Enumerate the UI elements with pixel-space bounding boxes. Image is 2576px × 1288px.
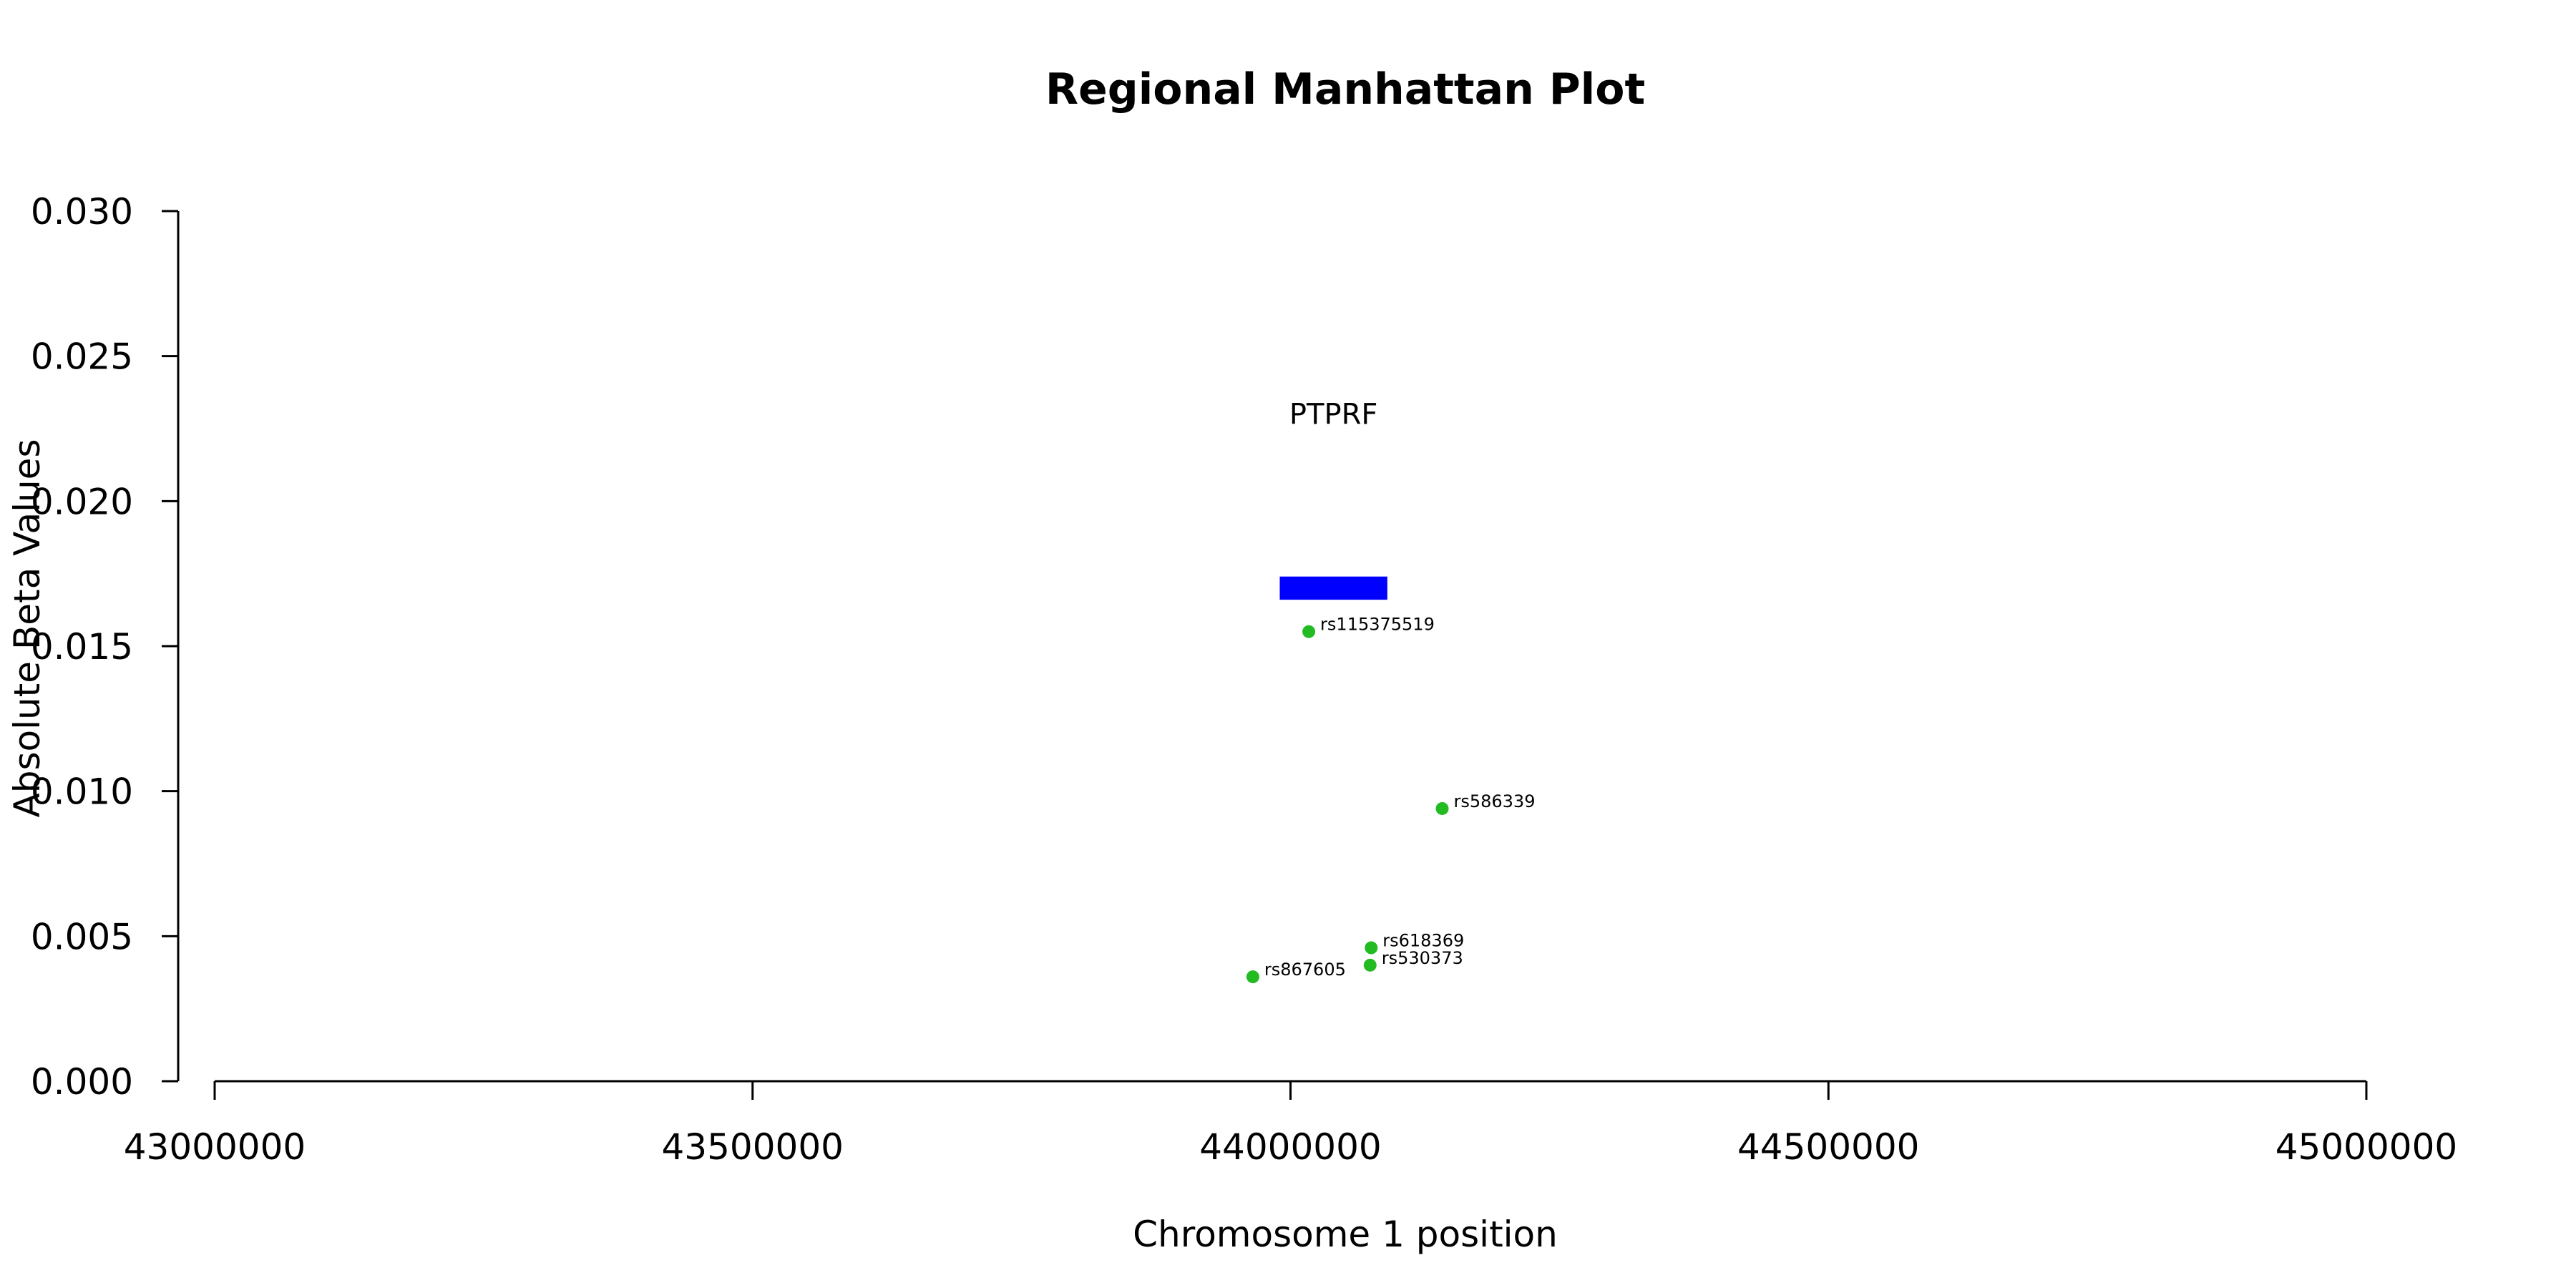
x-axis-title: Chromosome 1 position: [1133, 1214, 1558, 1255]
y-tick-label: 0.000: [31, 1061, 133, 1103]
x-tick-label: 45000000: [2275, 1126, 2458, 1168]
x-axis-ticks: 43000000 43500000 44000000 44500000 45000000: [124, 1081, 2458, 1168]
snp-label: rs618369: [1382, 931, 1464, 951]
snp-label: rs586339: [1453, 791, 1535, 811]
snp-point: [1363, 958, 1377, 972]
x-tick-label: 43000000: [124, 1126, 306, 1168]
y-tick-label: 0.005: [31, 916, 133, 957]
snp-point: [1435, 801, 1449, 815]
y-axis-title: Absolute Beta Values: [6, 439, 48, 818]
y-tick-label: 0.030: [31, 191, 133, 233]
snp-label: rs867605: [1264, 960, 1346, 980]
gene-track: PTPRF: [1279, 399, 1387, 600]
snp-point: [1365, 941, 1378, 955]
snp-point: [1302, 625, 1316, 638]
x-tick-label: 44500000: [1737, 1126, 1920, 1168]
gene-label: PTPRF: [1289, 399, 1377, 431]
y-tick-label: 0.015: [31, 626, 133, 668]
y-tick-label: 0.020: [31, 481, 133, 522]
gene-bar: [1279, 576, 1387, 600]
x-tick-label: 44000000: [1199, 1126, 1382, 1168]
snp-label: rs530373: [1382, 948, 1463, 968]
snp-label: rs115375519: [1320, 615, 1435, 635]
y-tick-label: 0.010: [31, 771, 133, 813]
snp-point: [1246, 970, 1259, 984]
chart-title: Regional Manhattan Plot: [1045, 64, 1645, 114]
y-tick-label: 0.025: [31, 336, 133, 378]
y-axis-ticks: 0.000 0.005 0.010 0.015 0.020 0.025 0.030: [31, 191, 178, 1103]
x-tick-label: 43500000: [662, 1126, 844, 1168]
